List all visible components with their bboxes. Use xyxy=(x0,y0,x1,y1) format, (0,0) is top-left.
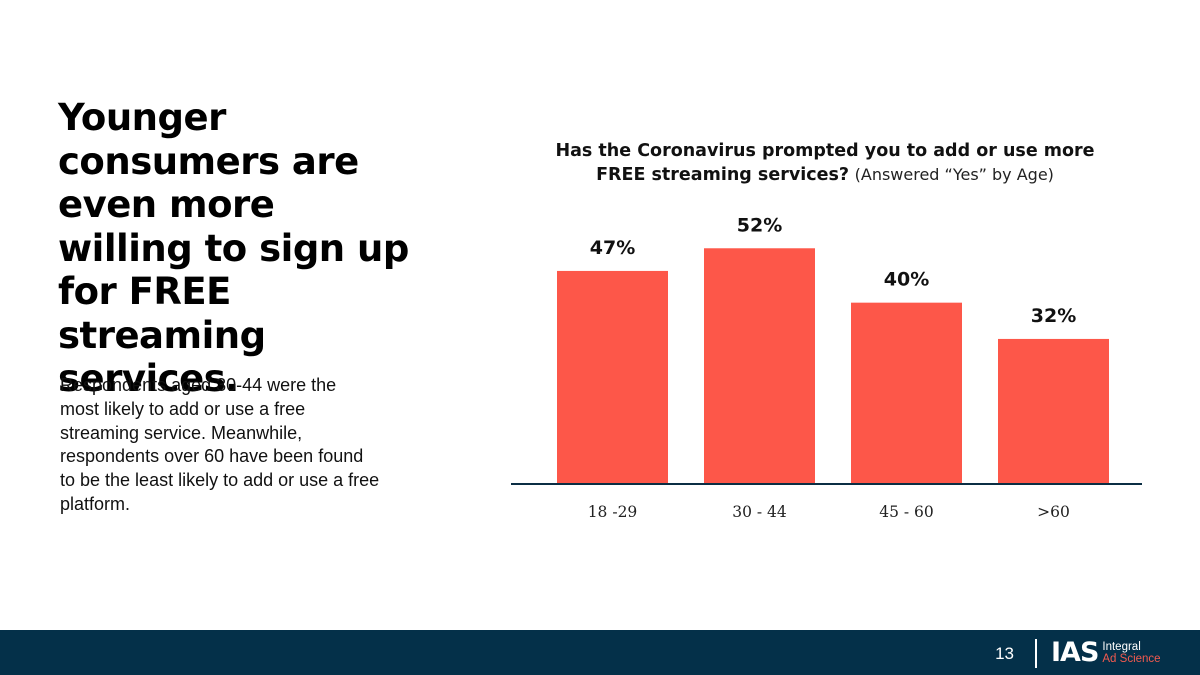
data-label-2: 52% xyxy=(737,214,782,236)
data-label-3: 40% xyxy=(884,269,929,291)
chart-title-line2-bold: FREE streaming services? xyxy=(596,165,850,185)
data-label-1: 47% xyxy=(590,237,635,259)
x-tick-label-2: 30 - 44 xyxy=(732,503,787,521)
x-tick-label-1: 18 -29 xyxy=(588,503,638,521)
chart-title: Has the Coronavirus prompted you to add … xyxy=(520,140,1130,187)
slide-headline: Younger consumers are even more willing … xyxy=(58,96,409,400)
logo-line1: Integral xyxy=(1102,641,1141,653)
bar-chart: 47% 18 -29 52% 30 - 44 40% 45 - 60 32% >60 xyxy=(511,214,1142,521)
bar-3 xyxy=(851,302,962,484)
slide-body-text: Respondents aged 30-44 were the most lik… xyxy=(60,375,380,514)
logo-line2: Ad Science xyxy=(1102,653,1161,665)
logo-mark: IAS xyxy=(1051,637,1099,668)
bar-1 xyxy=(557,270,668,484)
logo-text: Integral Ad Science xyxy=(1102,641,1160,665)
page-number: 13 xyxy=(995,644,1014,663)
chart-title-line1: Has the Coronavirus prompted you to add … xyxy=(555,141,1095,161)
data-label-4: 32% xyxy=(1031,305,1076,327)
ias-logo: IAS Integral Ad Science xyxy=(1051,638,1161,668)
footer-divider xyxy=(1035,639,1037,668)
bar-4 xyxy=(998,338,1109,484)
footer-bar: 13 IAS Integral Ad Science xyxy=(0,630,1200,675)
chart-subtitle: (Answered “Yes” by Age) xyxy=(854,165,1054,184)
x-tick-label-3: 45 - 60 xyxy=(879,503,934,521)
bar-2 xyxy=(704,248,815,484)
x-tick-label-4: >60 xyxy=(1037,503,1070,521)
